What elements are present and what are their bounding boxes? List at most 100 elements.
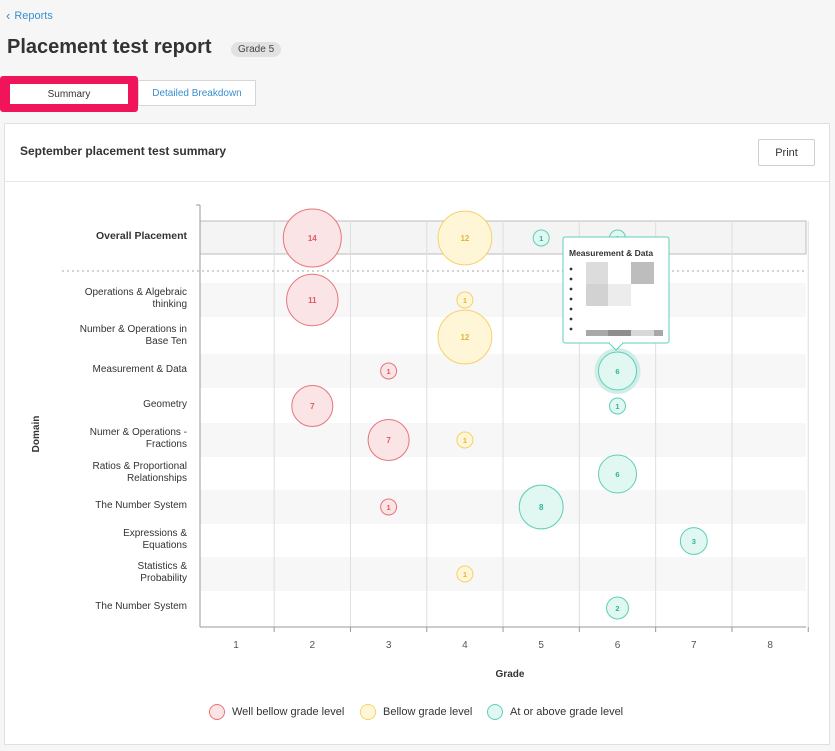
panel-title: September placement test summary (20, 144, 227, 158)
panel-header: September placement test summary Print (5, 124, 829, 182)
data-bubble (437, 309, 493, 365)
data-bubble (282, 208, 342, 268)
y-category-label: Probability (140, 573, 187, 584)
y-category-label: Operations & Algebraic (85, 287, 187, 298)
y-category-label: Base Ten (145, 336, 187, 347)
bubble-count-label: 1 (539, 234, 543, 243)
bubble-count-label: 7 (310, 402, 315, 411)
x-tick-label: 6 (615, 640, 621, 651)
tooltip-redacted-block (631, 330, 654, 336)
bubble-count-label: 7 (386, 436, 391, 445)
data-bubble (598, 351, 637, 391)
tooltip-title: Measurement & Data (569, 248, 653, 258)
y-category-label: Relationships (127, 473, 187, 484)
bubble-count-label: 3 (692, 537, 696, 546)
bubble-count-label: 2 (615, 604, 619, 613)
tooltip-bullet (569, 307, 573, 311)
tab-summary[interactable]: Summary (0, 76, 138, 112)
bubble-count-label: 1 (463, 436, 467, 445)
page-title: Placement test report (7, 36, 212, 58)
legend-label: Well bellow grade level (232, 706, 345, 718)
bubble-count-label: 12 (460, 333, 469, 342)
y-category-label: Fractions (146, 439, 187, 450)
bubble-count-label: 11 (308, 296, 317, 305)
data-bubble (532, 229, 550, 247)
data-bubble (367, 418, 410, 462)
bubble-count-label: 12 (460, 234, 469, 243)
x-tick-label: 2 (310, 640, 316, 651)
y-category-label: Equations (143, 540, 187, 551)
bubble-count-label: 1 (463, 570, 467, 579)
x-tick-label: 4 (462, 640, 468, 651)
legend-item-at-above[interactable]: At or above grade level (487, 704, 623, 720)
print-button[interactable]: Print (758, 139, 815, 166)
tooltip-redacted-block (654, 330, 663, 336)
data-bubble (286, 273, 339, 327)
bubble-count-label: 8 (539, 503, 544, 512)
data-bubble (609, 397, 626, 415)
legend-swatch (209, 704, 225, 720)
bubble-count-label: 6 (615, 367, 619, 376)
legend-label: At or above grade level (510, 706, 624, 718)
x-tick-label: 8 (767, 640, 773, 651)
data-bubble (456, 291, 474, 309)
y-category-label: Statistics & (138, 561, 188, 572)
data-bubble (380, 498, 398, 516)
data-bubble (679, 527, 708, 555)
data-bubble (606, 596, 629, 620)
y-category-label: Number & Operations in (80, 324, 187, 335)
bubble-count-label: 1 (615, 402, 619, 411)
tooltip-bullet (569, 287, 573, 291)
tooltip-redacted-block (608, 284, 631, 306)
bubble-count-label: 6 (615, 470, 619, 479)
data-bubble (437, 210, 493, 266)
breadcrumb-label: Reports (14, 9, 53, 22)
legend-item-well-below[interactable]: Well bellow grade level (209, 704, 344, 720)
x-axis-title: Grade (496, 669, 525, 680)
tooltip-bullet (569, 317, 573, 321)
data-bubble (291, 384, 334, 428)
x-tick-label: 5 (538, 640, 544, 651)
data-bubble (456, 565, 474, 583)
bubble-count-label: 1 (387, 367, 391, 376)
y-category-label: Measurement & Data (93, 364, 188, 375)
legend-swatch (487, 704, 503, 720)
tooltip-bullet (569, 267, 573, 271)
y-category-label: The Number System (95, 500, 187, 511)
y-category-label: Geometry (143, 399, 187, 410)
bubble-count-label: 1 (387, 503, 391, 512)
grade-badge: Grade 5 (231, 42, 282, 57)
tab-summary-label: Summary (10, 84, 128, 104)
y-axis-title: Domain (31, 416, 42, 453)
tooltip-redacted-block (586, 284, 608, 306)
y-category-label: Numer & Operations - (90, 427, 187, 438)
tooltip-bullet (569, 297, 573, 301)
tooltip-bullet (569, 327, 573, 331)
data-bubble (456, 431, 474, 449)
legend-item-below[interactable]: Bellow grade level (360, 704, 472, 720)
data-bubble (518, 484, 564, 530)
y-category-label: thinking (153, 299, 187, 310)
tooltip-redacted-block (631, 262, 654, 284)
tooltip-redacted-block (608, 330, 631, 336)
chart-legend: Well bellow grade level Bellow grade leve… (0, 704, 835, 724)
y-category-label: Ratios & Proportional (93, 461, 188, 472)
tooltip-redacted-block (586, 262, 608, 284)
y-category-label: Overall Placement (96, 230, 188, 242)
tooltip-bullet (569, 277, 573, 281)
y-category-label: The Number System (95, 601, 187, 612)
tab-detailed-breakdown[interactable]: Detailed Breakdown (138, 80, 256, 106)
x-tick-label: 7 (691, 640, 697, 651)
y-category-label: Expressions & (123, 528, 187, 539)
x-tick-label: 3 (386, 640, 392, 651)
legend-label: Bellow grade level (383, 706, 473, 718)
hover-tooltip: Measurement & Data (562, 236, 670, 351)
breadcrumb-reports-link[interactable]: ‹ Reports (6, 9, 53, 22)
data-bubble (598, 454, 637, 494)
chevron-left-icon: ‹ (6, 8, 11, 23)
data-bubble (380, 362, 398, 380)
bubble-count-label: 14 (308, 234, 317, 243)
x-tick-label: 1 (233, 640, 239, 651)
tooltip-redacted-block (586, 330, 608, 336)
